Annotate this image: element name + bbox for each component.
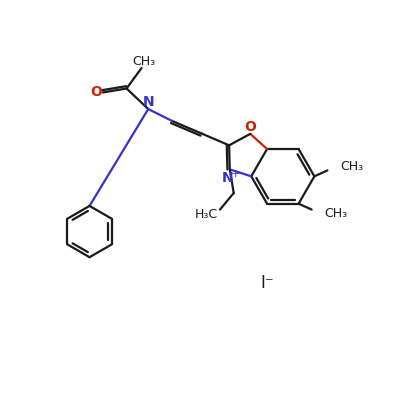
- Text: N: N: [222, 171, 234, 185]
- Text: I⁻: I⁻: [260, 274, 274, 292]
- Text: O: O: [90, 86, 102, 100]
- Text: CH₃: CH₃: [324, 207, 347, 220]
- Text: +: +: [231, 169, 240, 179]
- Text: CH₃: CH₃: [132, 55, 155, 68]
- Text: O: O: [244, 120, 256, 134]
- Text: H₃C: H₃C: [194, 208, 218, 221]
- Text: CH₃: CH₃: [340, 160, 363, 173]
- Text: N: N: [142, 95, 154, 109]
